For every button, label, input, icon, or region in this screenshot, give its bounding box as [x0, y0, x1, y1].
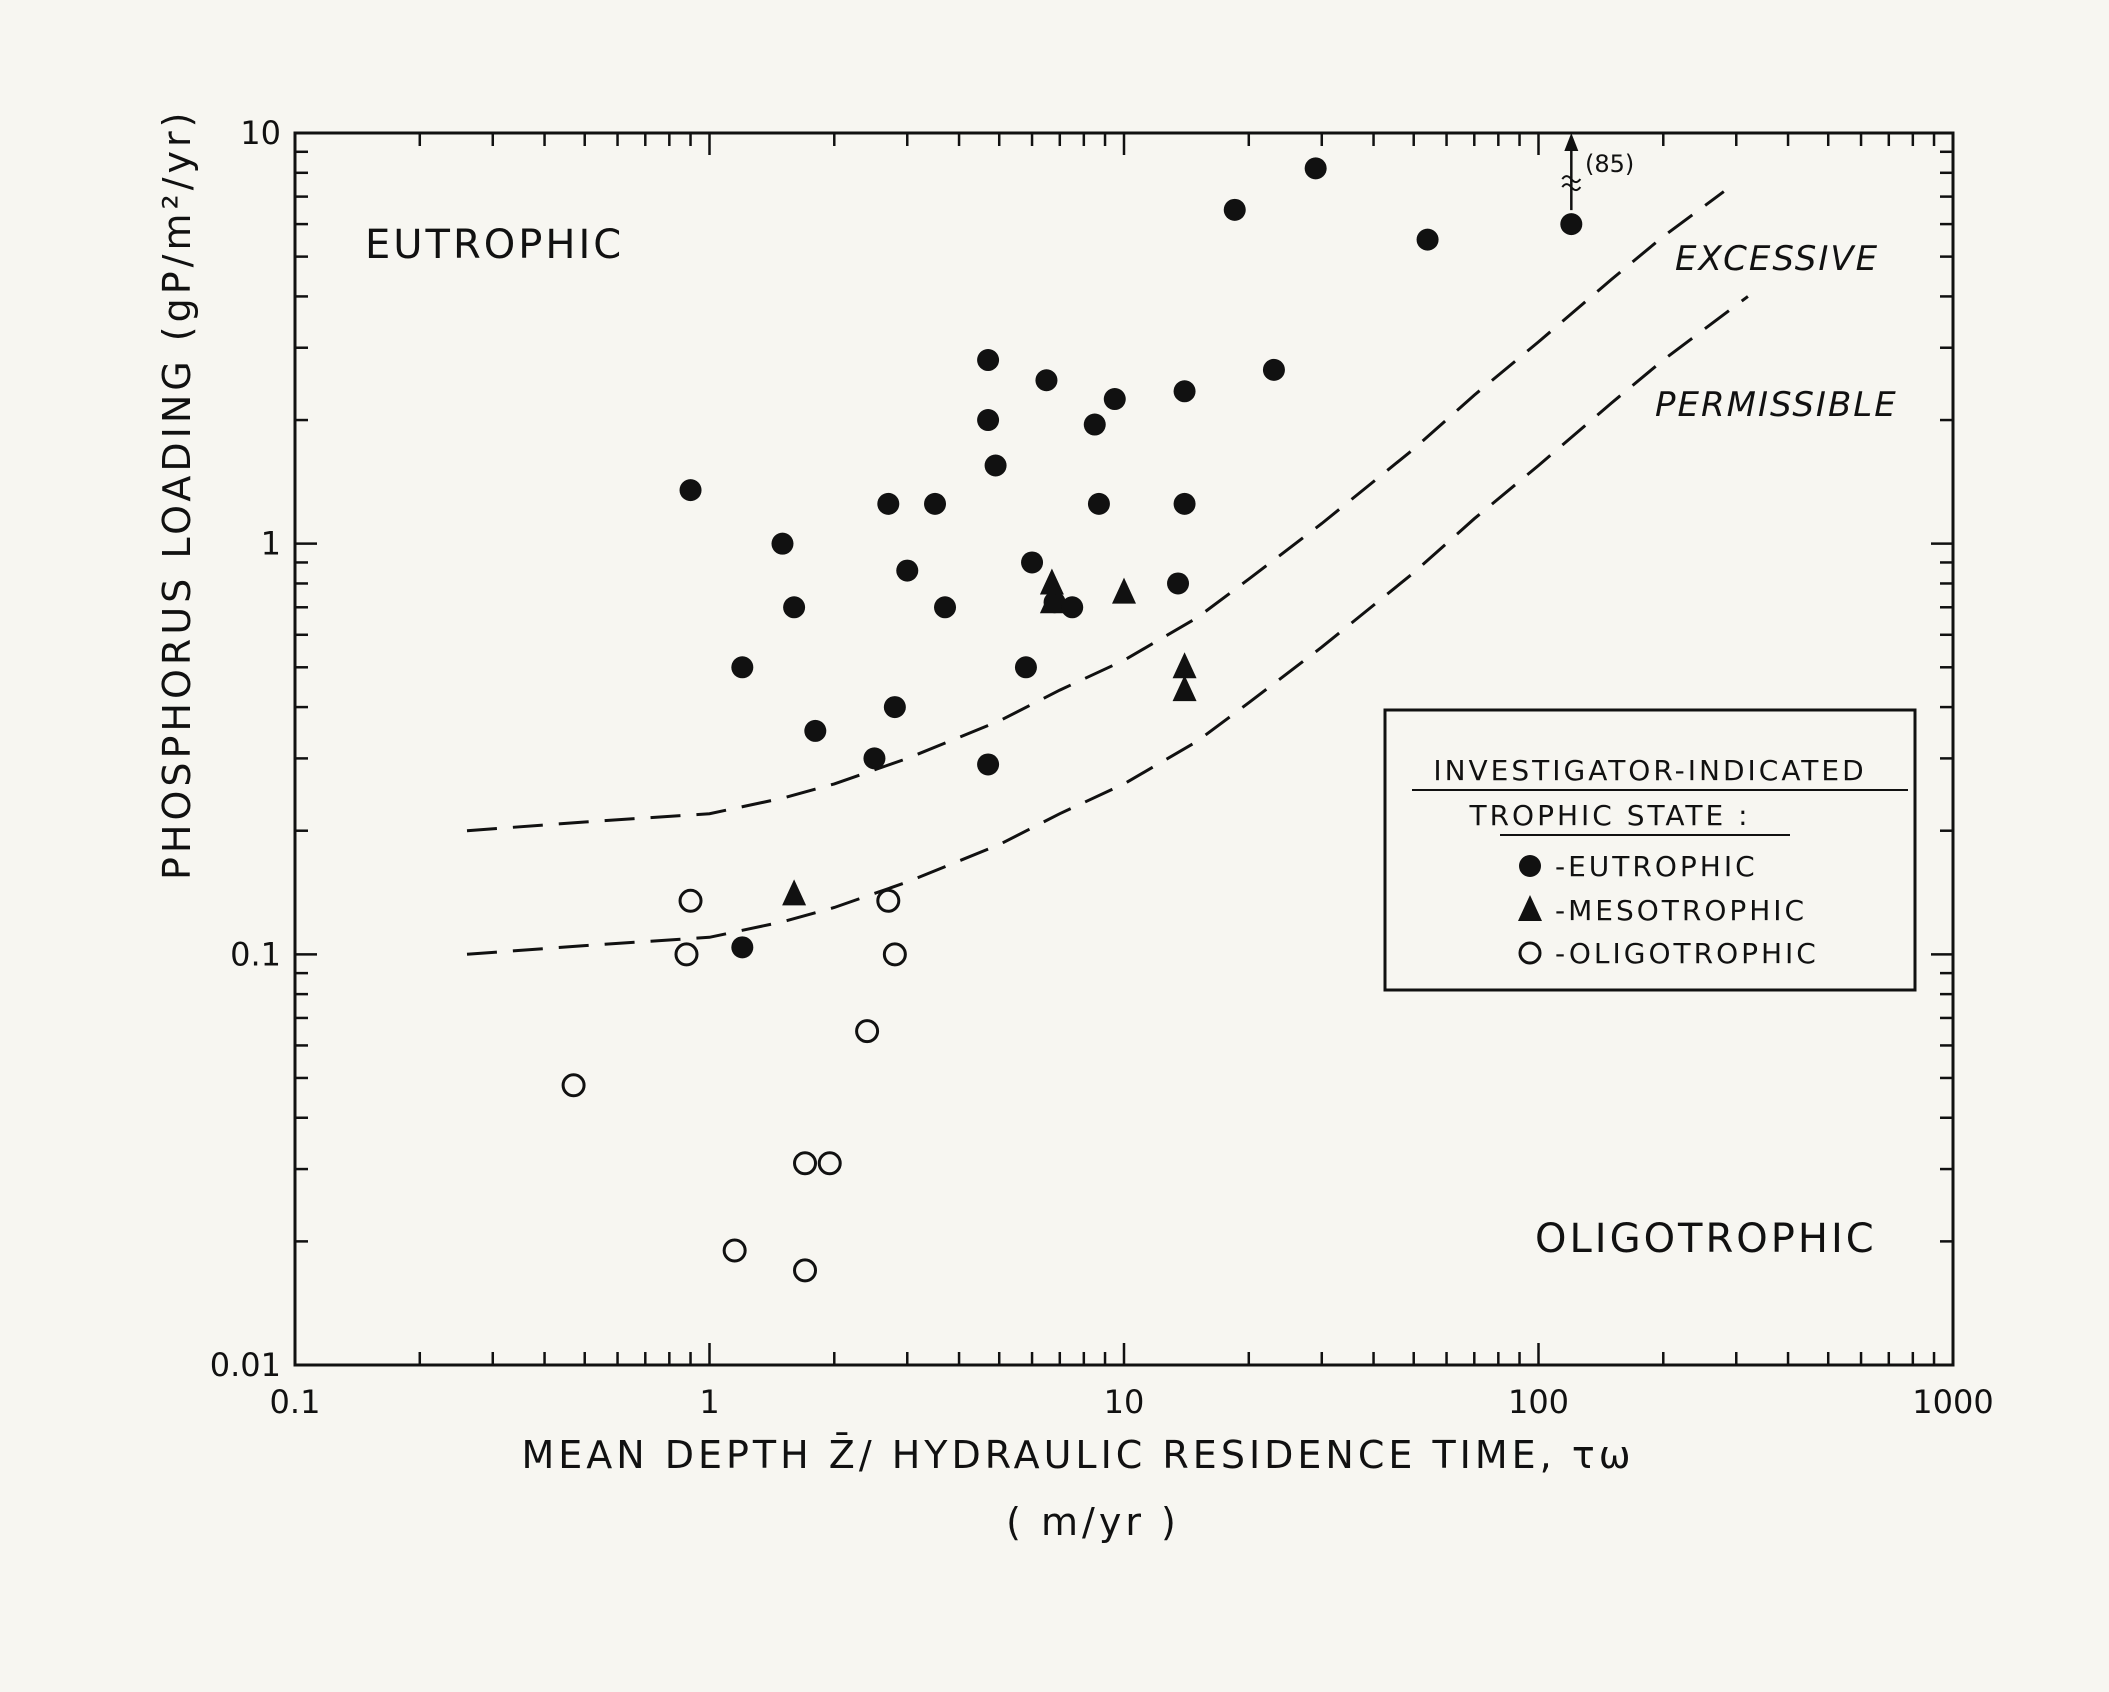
y-tick-label: 10 — [240, 114, 281, 152]
legend-entry-oligotrophic: -OLIGOTROPHIC — [1555, 937, 1819, 970]
point-mesotrophic — [1039, 568, 1064, 595]
point-eutrophic — [1223, 198, 1246, 221]
x-tick-label: 0.1 — [270, 1383, 321, 1421]
legend-title-line1: INVESTIGATOR-INDICATED — [1433, 754, 1866, 787]
point-eutrophic — [896, 559, 919, 582]
y-axis-label: PHOSPHORUS LOADING (gP/m²/yr) — [155, 109, 199, 880]
annotation-break-mark — [1561, 175, 1582, 192]
legend-box — [1383, 708, 1917, 992]
curve-label-permissible: PERMISSIBLE — [1655, 385, 1898, 425]
data-points — [561, 157, 1583, 1283]
point-eutrophic — [934, 596, 957, 619]
point-oligotrophic — [793, 1258, 818, 1283]
point-eutrophic — [1061, 596, 1084, 619]
point-oligotrophic — [817, 1151, 842, 1176]
curve-permissible — [466, 295, 1749, 956]
legend: INVESTIGATOR-INDICATED TROPHIC STATE : -… — [1383, 708, 1917, 992]
point-eutrophic — [771, 532, 794, 555]
region-label-oligotrophic: OLIGOTROPHIC — [1535, 1216, 1877, 1262]
point-eutrophic — [1035, 369, 1058, 392]
point-oligotrophic — [674, 942, 699, 967]
criteria-curves — [466, 190, 1749, 956]
point-eutrophic — [877, 492, 900, 515]
point-eutrophic — [1167, 572, 1190, 595]
legend-entry-eutrophic: -EUTROPHIC — [1555, 850, 1758, 883]
point-eutrophic — [924, 492, 947, 515]
region-label-eutrophic: EUTROPHIC — [365, 222, 624, 268]
legend-entry-mesotrophic: -MESOTROPHIC — [1555, 894, 1807, 927]
x-tick-label: 100 — [1508, 1383, 1569, 1421]
point-eutrophic — [1103, 388, 1126, 411]
point-oligotrophic — [722, 1238, 747, 1263]
x-axis-units: ( m/yr ) — [1006, 1500, 1180, 1544]
point-oligotrophic — [855, 1019, 880, 1044]
point-eutrophic — [1087, 492, 1110, 515]
point-eutrophic — [883, 696, 906, 719]
legend-marker-eutrophic — [1519, 855, 1541, 877]
point-eutrophic — [783, 596, 806, 619]
point-eutrophic — [679, 479, 702, 502]
point-eutrophic — [977, 349, 1000, 372]
point-eutrophic — [1083, 413, 1106, 436]
x-tick-label: 1000 — [1912, 1383, 1993, 1421]
point-eutrophic — [1014, 656, 1037, 679]
x-tick-label: 10 — [1104, 1383, 1145, 1421]
point-eutrophic — [1021, 551, 1044, 574]
point-oligotrophic — [561, 1073, 586, 1098]
point-eutrophic — [731, 656, 754, 679]
point-eutrophic — [1173, 492, 1196, 515]
point-eutrophic — [1262, 358, 1285, 381]
point-eutrophic — [1560, 213, 1583, 236]
point-mesotrophic — [1172, 652, 1197, 679]
point-eutrophic — [1173, 380, 1196, 403]
x-axis-label: MEAN DEPTH Z̄/ HYDRAULIC RESIDENCE TIME,… — [521, 1433, 1634, 1477]
legend-marker-mesotrophic — [1518, 895, 1542, 921]
annotation-arrow-head — [1564, 133, 1579, 151]
point-oligotrophic — [882, 942, 907, 967]
point-eutrophic — [977, 753, 1000, 776]
legend-title-line2: TROPHIC STATE : — [1468, 799, 1750, 832]
curve-label-excessive: EXCESSIVE — [1675, 239, 1879, 279]
point-mesotrophic — [1039, 587, 1064, 614]
point-mesotrophic — [782, 879, 807, 906]
point-eutrophic — [984, 454, 1007, 477]
point-oligotrophic — [876, 888, 901, 913]
point-eutrophic — [1304, 157, 1327, 180]
point-eutrophic — [1416, 228, 1439, 251]
point-mesotrophic — [1112, 577, 1136, 604]
y-tick-label: 1 — [261, 525, 281, 563]
legend-marker-oligotrophic — [1518, 941, 1542, 965]
y-tick-label: 0.01 — [210, 1346, 281, 1384]
point-eutrophic — [977, 409, 1000, 432]
curve-excessive — [466, 190, 1725, 833]
point-eutrophic — [804, 719, 827, 742]
annotation-label: (85) — [1585, 150, 1634, 178]
point-eutrophic — [731, 936, 754, 959]
point-oligotrophic — [793, 1151, 818, 1176]
point-eutrophic — [863, 747, 886, 770]
x-tick-label: 1 — [699, 1383, 719, 1421]
y-tick-label: 0.1 — [230, 935, 281, 973]
point-oligotrophic — [678, 888, 703, 913]
y-axis-title: PHOSPHORUS LOADING (gP/m²/yr) — [155, 109, 199, 880]
point-mesotrophic — [1172, 675, 1197, 702]
